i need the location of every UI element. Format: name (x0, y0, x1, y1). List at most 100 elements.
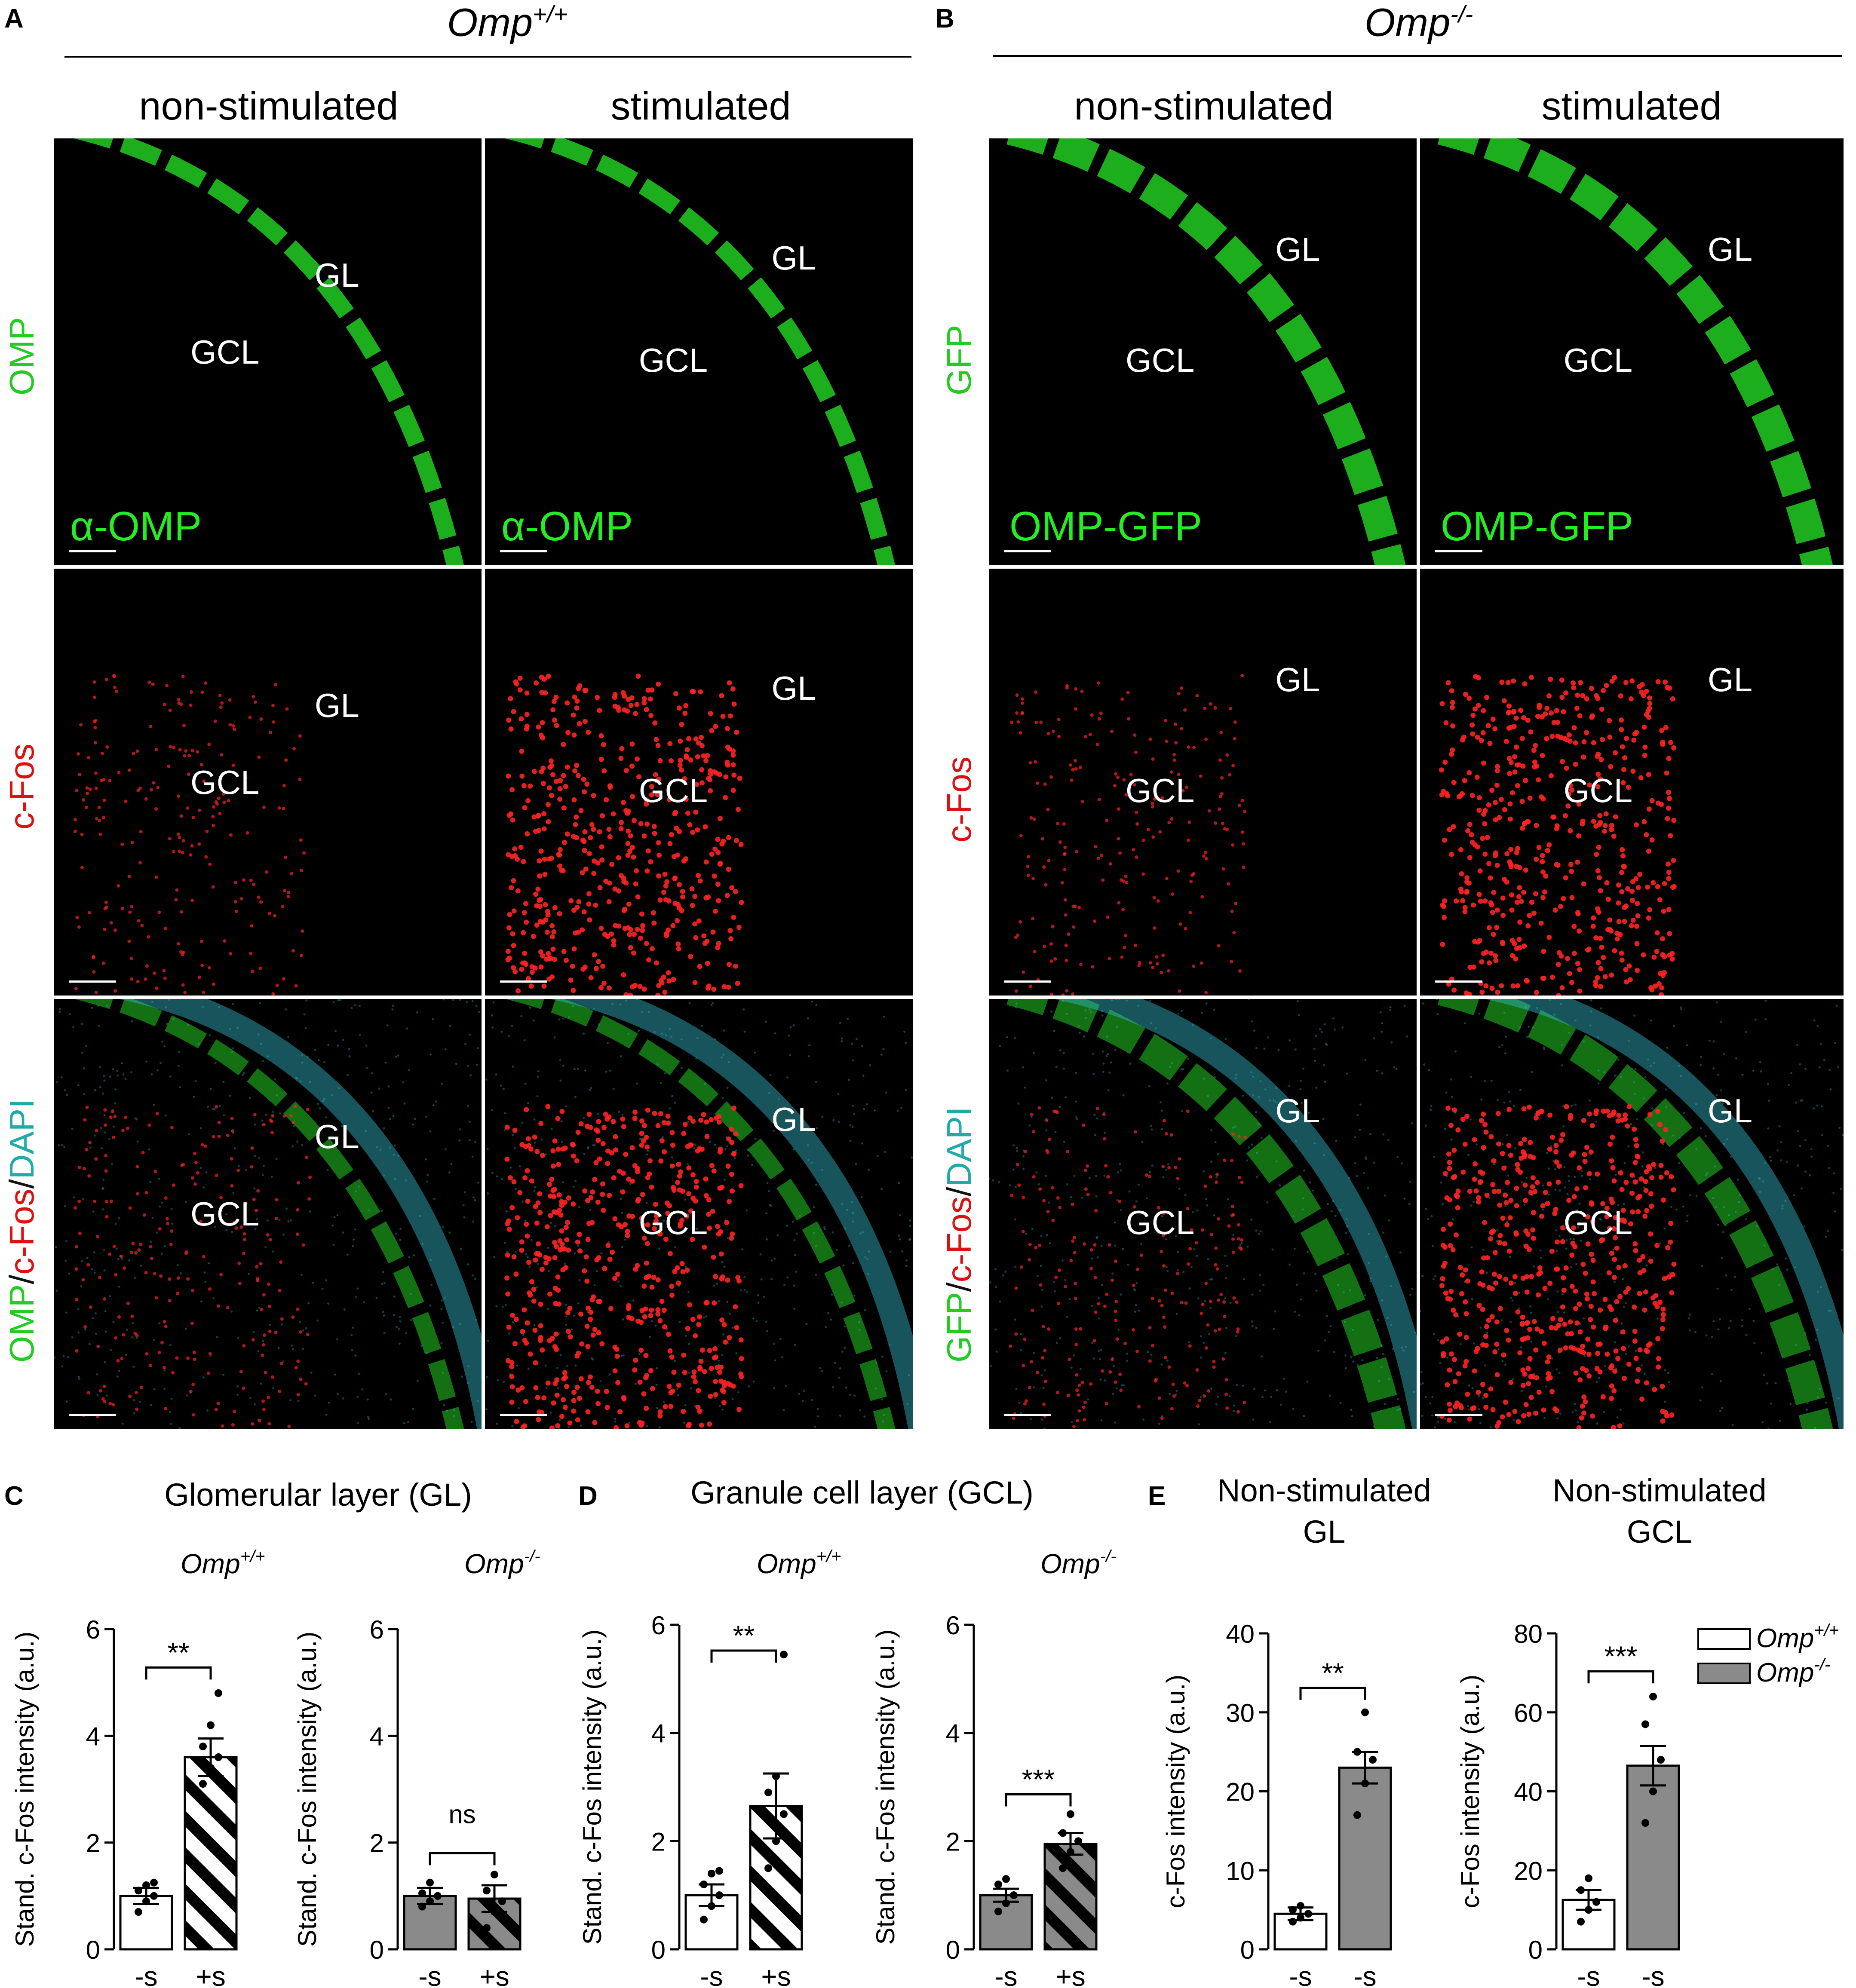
chart-title-name: Omp (464, 1548, 524, 1579)
data-point (700, 1915, 708, 1924)
chart-d-3: Omp-/- 0 2 4 6 Stand. c-Fos intensity (a.u.) -… (871, 1547, 1116, 1988)
micrograph-a-nonstim-merge: GL GCL (54, 999, 482, 1429)
section-title-e2-line2: GCL (1626, 1514, 1693, 1550)
label-gcl: GCL (638, 341, 708, 380)
chart-title: Omp-/- (464, 1547, 540, 1579)
label-gcl: GCL (1126, 341, 1195, 380)
data-point (418, 1902, 426, 1911)
x-tick-label: -s (700, 1961, 723, 1988)
data-point (780, 1651, 788, 1659)
genotype-name: Omp (447, 0, 533, 45)
label-gl: GL (314, 256, 359, 294)
micrograph-b-nonstim-red: GL GCL (989, 569, 1417, 996)
label-gl: GL (1275, 661, 1320, 699)
chart-title: Omp+/+ (757, 1547, 841, 1579)
legend-swatch-ko (1697, 1663, 1751, 1684)
channel-tag: OMP-GFP (1009, 503, 1202, 549)
channel-tag: α-OMP (501, 503, 633, 549)
channel-tag: α-OMP (70, 503, 202, 549)
data-point (780, 1810, 788, 1818)
label-gcl: GCL (638, 1204, 708, 1241)
panel-letter-d: D (578, 1481, 598, 1511)
scale-bar (1435, 980, 1482, 983)
scale-bar (69, 980, 116, 983)
y-tick-label: 0 (1528, 1936, 1543, 1964)
y-tick-label: 4 (86, 1722, 100, 1751)
micrograph-image (1439, 674, 1677, 996)
label-gl: GL (1708, 661, 1753, 699)
data-point (1577, 1886, 1585, 1894)
section-title-e1-line1: Non-stimulated (1217, 1473, 1431, 1508)
data-point (1585, 1906, 1592, 1914)
y-tick-label: 0 (86, 1936, 100, 1964)
y-tick-label: 10 (1226, 1856, 1255, 1885)
data-point (483, 1887, 491, 1895)
data-point (1297, 1902, 1304, 1910)
channel-tag: OMP-GFP (1441, 503, 1633, 549)
chart-title-name: Omp (1040, 1548, 1100, 1579)
significance-label: ** (167, 1636, 189, 1668)
significance-bracket (710, 1649, 777, 1663)
label-gl: GL (771, 239, 816, 277)
y-tick-label: 30 (1226, 1699, 1255, 1728)
y-axis-label: Stand. c-Fos intensity (a.u.) (10, 1632, 39, 1947)
micrograph-image (1420, 999, 1844, 1429)
label-gl: GL (1275, 1092, 1320, 1130)
data-point (1002, 1899, 1010, 1908)
x-tick-label: +s (1055, 1961, 1085, 1988)
data-point (1649, 1787, 1657, 1795)
y-tick-label: 0 (1240, 1936, 1255, 1964)
legend-label-ko: Omp-/- (1756, 1655, 1830, 1688)
data-point (1010, 1891, 1018, 1899)
micrograph-a-stim-merge: GL GCL (485, 999, 913, 1429)
data-point (772, 1837, 780, 1845)
micrograph-a-stim-green: GL GCL α-OMP (485, 138, 913, 565)
x-tick-label: -s (1641, 1961, 1664, 1988)
x-tick-label: -s (1289, 1961, 1312, 1988)
data-point (1641, 1720, 1649, 1728)
data-point (491, 1908, 498, 1916)
label-gcl: GCL (1563, 772, 1633, 810)
bar (749, 1805, 803, 1951)
legend: Omp+/+ Omp-/- (1697, 1621, 1839, 1688)
significance-label: ** (733, 1620, 755, 1651)
micrograph-b-nonstim-merge: GL GCL (989, 999, 1417, 1429)
data-point (426, 1878, 434, 1887)
data-point (418, 1889, 426, 1897)
bar (184, 1756, 238, 1951)
significance-bracket (429, 1852, 496, 1865)
chart-title: Omp-/- (1040, 1547, 1116, 1579)
data-point (1649, 1693, 1657, 1700)
x-tick-label: -s (418, 1961, 441, 1988)
chart-c-0: Omp+/+ 0 2 4 6 Stand. c-Fos intensity (a.u.) -… (10, 1547, 265, 1988)
label-gl: GL (771, 1100, 816, 1138)
data-point (1353, 1748, 1361, 1756)
y-tick-label: 6 (651, 1611, 666, 1640)
data-point (426, 1897, 434, 1905)
y-tick-label: 2 (86, 1829, 100, 1858)
data-point (715, 1891, 723, 1899)
col-title-b-nonstim: non-stimulated (1074, 84, 1334, 128)
bar (1626, 1764, 1680, 1951)
micrograph-image (54, 999, 482, 1429)
data-point (1059, 1829, 1067, 1837)
micrograph-a-stim-red: GL GCL (485, 569, 913, 996)
data-point (135, 1887, 142, 1895)
chart-title-sup: -/- (1100, 1547, 1117, 1566)
significance-label: ** (1322, 1657, 1344, 1689)
significance-bracket (1299, 1687, 1366, 1700)
data-point (994, 1881, 1002, 1888)
bar (119, 1895, 173, 1951)
label-gl: GL (314, 1118, 359, 1155)
y-tick-label: 0 (946, 1936, 960, 1964)
scale-bar (500, 550, 547, 552)
genotype-rule-b (993, 55, 1842, 57)
data-point (215, 1689, 222, 1697)
y-axis-label: c-Fos intensity (a.u.) (1456, 1675, 1485, 1908)
y-tick-label: 2 (946, 1827, 960, 1856)
micrograph-b-stim-merge: GL GCL (1420, 999, 1844, 1429)
label-gl: GL (771, 669, 816, 708)
scale-bar (500, 1414, 547, 1416)
y-tick-label: 4 (651, 1719, 666, 1748)
